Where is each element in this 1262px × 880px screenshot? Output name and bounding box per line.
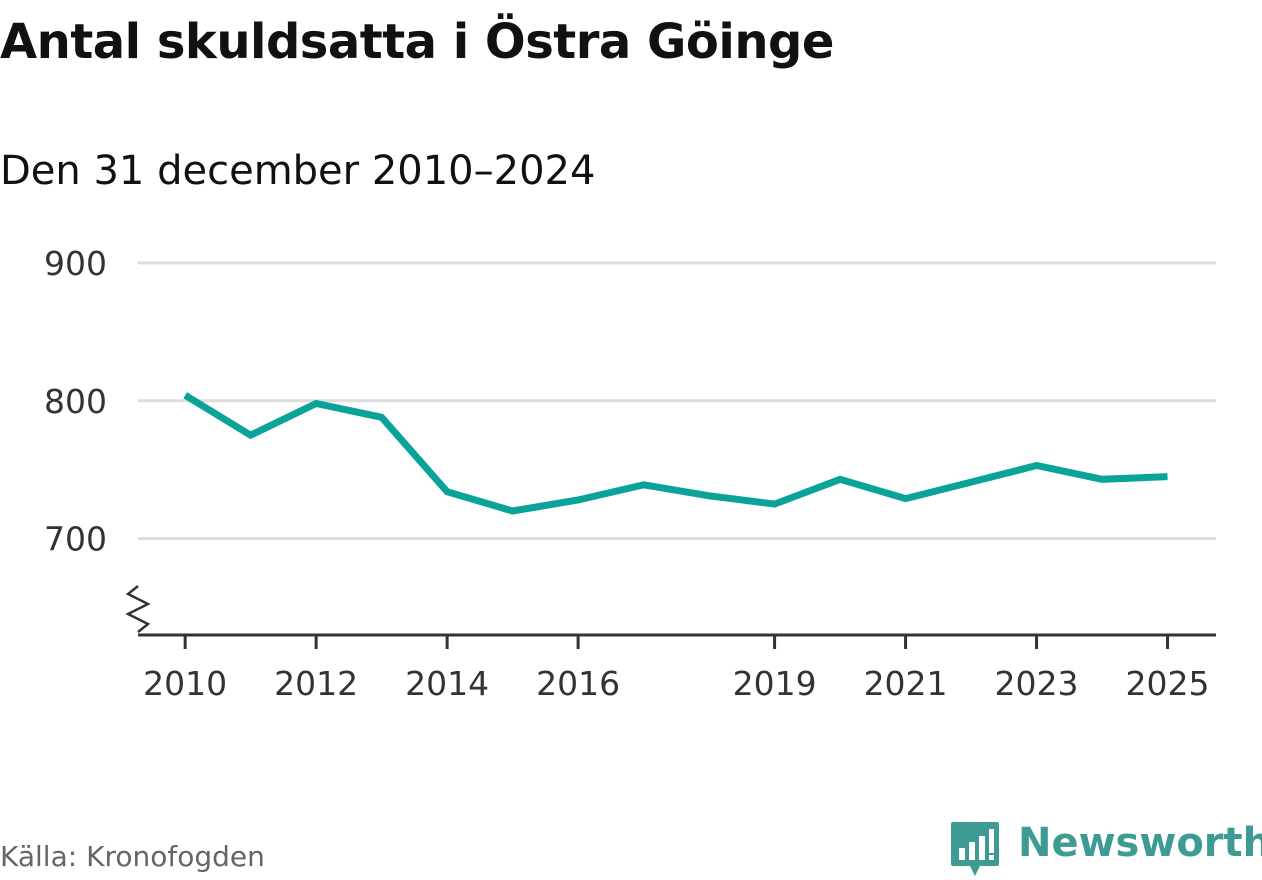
axis-break-zigzag [125,585,151,633]
bar-chart-icon [951,822,999,876]
chart-title: Antal skuldsatta i Östra Göinge [0,14,834,70]
x-tick-label: 2021 [864,664,948,703]
brand-logo: Newsworthy [950,820,1262,880]
chart-subtitle: Den 31 december 2010–2024 [0,148,596,194]
x-tick-label: 2019 [733,664,817,703]
y-tick-label: 700 [44,520,107,559]
x-axis [138,633,1216,649]
y-tick-labels: 900 800 700 [44,244,107,559]
series-lines [183,392,1168,515]
x-tick-label: 2023 [995,664,1079,703]
x-tick-labels: 2010 2012 2014 2016 2019 2021 2023 2025 [143,664,1209,703]
axis-break-icon [125,585,151,633]
source-note: Källa: Kronofogden [0,840,265,873]
x-tick-label: 2016 [536,664,620,703]
series-line [183,392,1168,515]
x-tick-label: 2014 [405,664,489,703]
gridlines [138,261,1216,541]
x-tick-label: 2012 [274,664,358,703]
y-tick-label: 900 [44,244,107,283]
y-tick-label: 800 [44,382,107,421]
x-tick-label: 2025 [1126,664,1210,703]
brand-name: Newsworthy [1018,820,1262,866]
x-tick-label: 2010 [143,664,227,703]
